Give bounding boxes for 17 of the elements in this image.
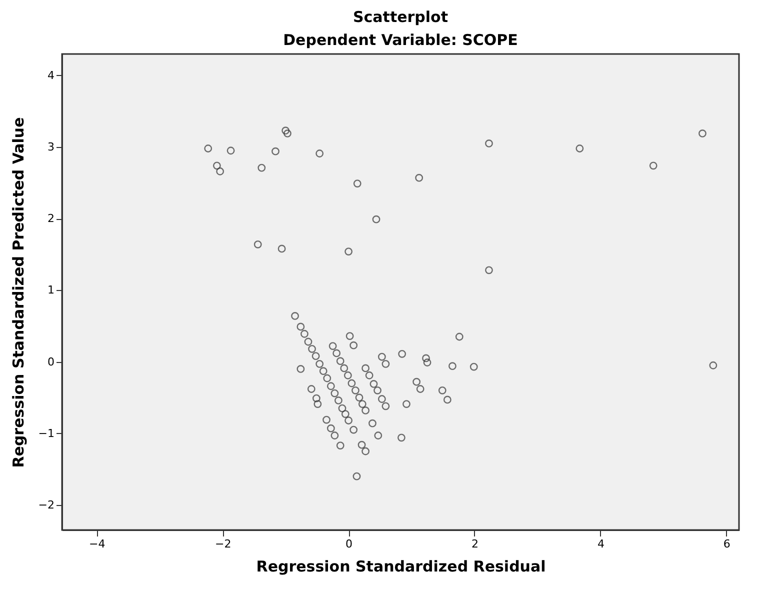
x-axis-title: Regression Standardized Residual [256,558,546,576]
x-tick-label: 6 [723,538,730,550]
x-tick-label: 2 [472,538,478,550]
y-tick-label: 0 [48,355,54,368]
y-tick-label: 4 [48,68,54,82]
x-tick-label: 4 [597,538,604,550]
y-tick-label: −1 [38,426,54,440]
chart-subtitle: Dependent Variable: SCOPE [283,31,518,49]
y-tick-label: −2 [38,498,54,512]
y-axis-title: Regression Standardized Predicted Value [9,117,28,468]
x-tick-label: 0 [346,538,353,550]
y-tick-label: 1 [48,284,54,297]
x-tick-label: −2 [214,538,232,550]
chart-title: Scatterplot [352,8,448,26]
y-tick-label: 2 [48,212,54,226]
x-tick-label: −4 [89,538,106,550]
y-tick-label: 3 [48,140,54,154]
